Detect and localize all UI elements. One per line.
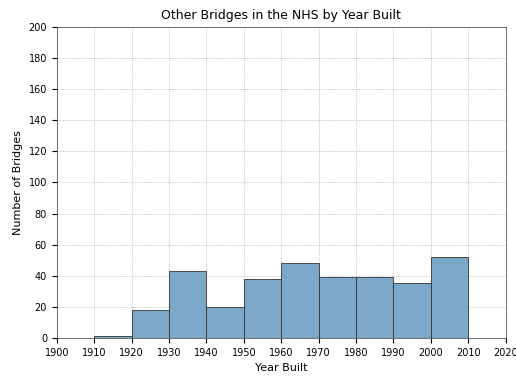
Bar [319,277,356,338]
Bar [206,307,244,338]
Bar [244,279,281,338]
Bar [281,263,319,338]
Title: Other Bridges in the NHS by Year Built: Other Bridges in the NHS by Year Built [162,8,401,22]
Bar [132,310,169,338]
Bar [94,336,132,338]
Bar [356,277,393,338]
X-axis label: Year Built: Year Built [255,363,308,373]
Bar [431,257,468,338]
Y-axis label: Number of Bridges: Number of Bridges [13,130,23,235]
Bar [169,271,206,338]
Bar [393,283,431,338]
